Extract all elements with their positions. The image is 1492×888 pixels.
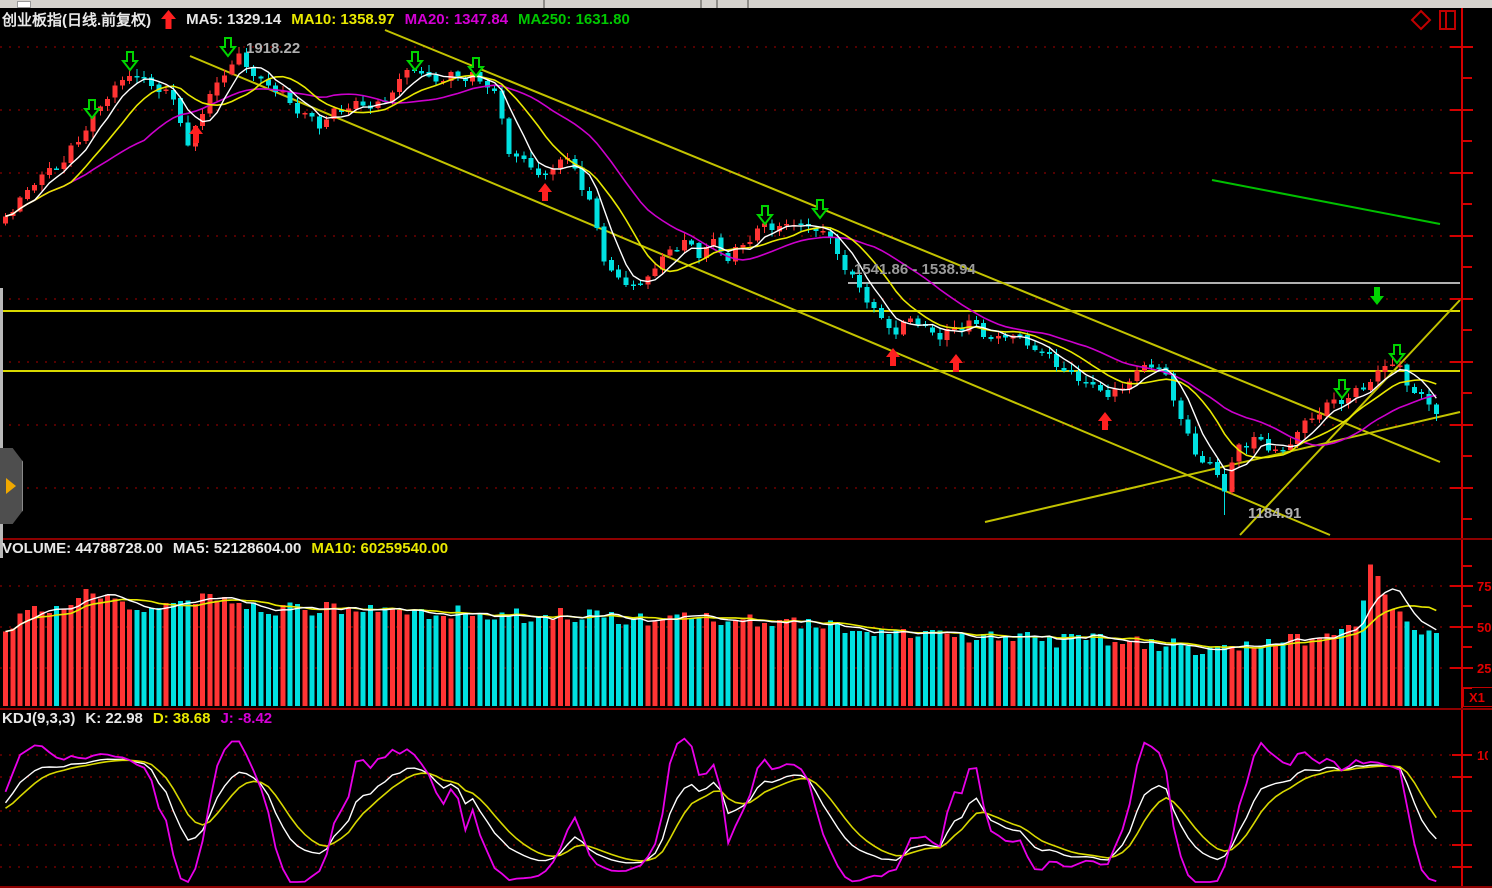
sidebar-collapse-handle[interactable]	[0, 448, 23, 524]
kdj-k-value: K: 22.98	[85, 710, 143, 727]
titlebar-separator	[716, 0, 718, 8]
ma10-value: MA10: 1358.97	[291, 11, 395, 28]
volume-ma5-value: MA5: 52128604.00	[172, 540, 302, 557]
volume-scale-label: X1	[1469, 689, 1485, 705]
volume-value: VOLUME: 44788728.00	[2, 540, 163, 557]
main-chart-header: 创业板指(日线.前复权) MA5: 1329.14 MA10: 1358.97 …	[2, 9, 630, 30]
volume-bars-layer[interactable]	[3, 564, 1439, 706]
price-axis	[1450, 8, 1473, 886]
kdj-d-value: D: 38.68	[152, 710, 211, 727]
ma250-value: MA250: 1631.80	[518, 11, 630, 28]
titlebar-separator	[543, 0, 545, 8]
candles-layer[interactable]	[3, 47, 1439, 515]
ma5-line	[5, 66, 1437, 472]
ma20-value: MA20: 1347.84	[404, 11, 509, 28]
volume-header: VOLUME: 44788728.00 MA5: 52128604.00 MA1…	[2, 540, 448, 557]
kdj-j-line	[4, 737, 1437, 884]
kdj-gridlines	[0, 754, 1460, 868]
kdj-header: KDJ(9,3,3) K: 22.98 D: 38.68 J: -8.42	[2, 710, 272, 727]
ma250-line	[1211, 179, 1441, 225]
titlebar-separator	[747, 0, 749, 8]
up-arrow-icon	[161, 10, 177, 29]
volume-ma10-value: MA10: 60259540.00	[311, 540, 449, 557]
volume-scale-badge[interactable]: X1	[1463, 687, 1492, 707]
volume-ma10-line	[5, 598, 1437, 649]
window-titlebar[interactable]	[0, 0, 1492, 8]
kdj-j-value: J: -8.42	[220, 710, 273, 727]
sell-signal-arrows	[82, 37, 1407, 400]
panel-divider	[0, 708, 1492, 710]
panel-divider	[0, 538, 1492, 540]
split-window-icon[interactable]	[1438, 9, 1458, 31]
titlebar-button[interactable]	[17, 1, 31, 8]
chart-title: 创业板指(日线.前复权)	[2, 12, 152, 29]
sidebar-edge	[0, 288, 3, 558]
ma5-value: MA5: 1329.14	[186, 11, 282, 28]
buy-signal-arrows	[189, 125, 1112, 430]
ma20-line	[5, 84, 1437, 447]
expand-arrow-icon	[6, 478, 16, 494]
bottom-border	[0, 886, 1492, 888]
ma10-line	[5, 74, 1437, 459]
diamond-marker-icon[interactable]	[1410, 9, 1432, 31]
kdj-indicator-name: KDJ(9,3,3)	[2, 710, 76, 727]
titlebar-separator	[700, 0, 702, 8]
volume-ma5-line	[5, 588, 1437, 651]
price-gridlines	[0, 46, 1460, 489]
